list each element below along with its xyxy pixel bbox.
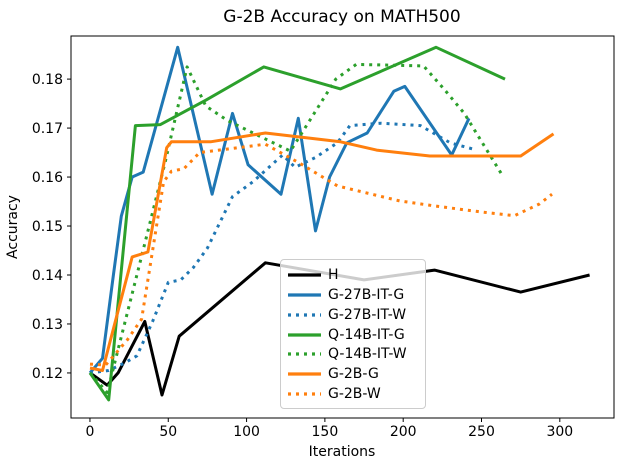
legend-item-G-27B-IT-G: G-27B-IT-G [288,285,417,305]
y-tick-label: 0.15 [32,219,63,235]
series-line-G-2B-G [89,131,555,372]
legend-item-Q-14B-IT-G: Q-14B-IT-G [288,325,417,345]
legend-sample-solid [288,332,321,337]
x-axis-label: Iterations [309,444,376,460]
legend-sample-solid [288,372,321,376]
legend-item-Q-14B-IT-W: Q-14B-IT-W [288,344,417,364]
legend-label: H [328,266,339,283]
axis-ticks: 0 50 100 150 200 250 300 0.12 0.13 0.14 0.15 0.16 0.… [32,72,573,440]
legend-label: Q-14B-IT-G [328,326,405,343]
x-tick-label: 200 [390,424,417,440]
x-tick-label: 250 [468,424,495,440]
series-lines [88,45,590,402]
series-line-G-2B-W [89,142,553,367]
legend-sample-dotted [288,392,321,396]
y-tick-label: 0.12 [32,366,63,382]
legend: H G-27B-IT-G G-27B-IT-W Q-14B-IT-G Q-14B-IT-… [280,259,426,409]
legend-sample-dotted [288,352,321,356]
axes-frame [70,35,615,419]
y-tick-label: 0.13 [32,317,63,333]
legend-label: Q-14B-IT-W [328,346,407,363]
y-axis-label: Accuracy [5,195,21,259]
legend-label: G-2B-G [328,366,379,383]
plot-border [70,35,615,419]
legend-label: G-27B-IT-G [328,286,405,303]
legend-item-G-2B-W: G-2B-W [288,384,417,404]
legend-item-H: H [288,265,417,285]
y-tick-label: 0.14 [32,268,63,284]
x-tick-label: 100 [233,424,260,440]
series-line-G-27B-IT-G [88,45,471,374]
legend-item-G-27B-IT-W: G-27B-IT-W [288,305,417,325]
legend-sample-solid [288,293,321,297]
x-tick-label: 0 [85,424,94,440]
legend-label: G-27B-IT-W [328,306,407,323]
chart-title: G-2B Accuracy on MATH500 [223,7,460,27]
legend-label: G-2B-W [328,386,381,403]
legend-sample-solid [288,273,321,277]
x-tick-label: 150 [312,424,339,440]
x-tick-label: 300 [546,424,573,440]
legend-sample-dotted [288,313,321,317]
x-tick-label: 50 [159,424,177,440]
series-line-Q-14B-IT-W [88,62,504,394]
y-tick-label: 0.18 [32,72,63,88]
series-line-G-27B-IT-W [89,121,478,375]
y-tick-label: 0.16 [32,170,63,186]
series-line-H [89,261,590,397]
legend-item-G-2B-G: G-2B-G [288,364,417,384]
y-tick-label: 0.17 [32,121,63,137]
